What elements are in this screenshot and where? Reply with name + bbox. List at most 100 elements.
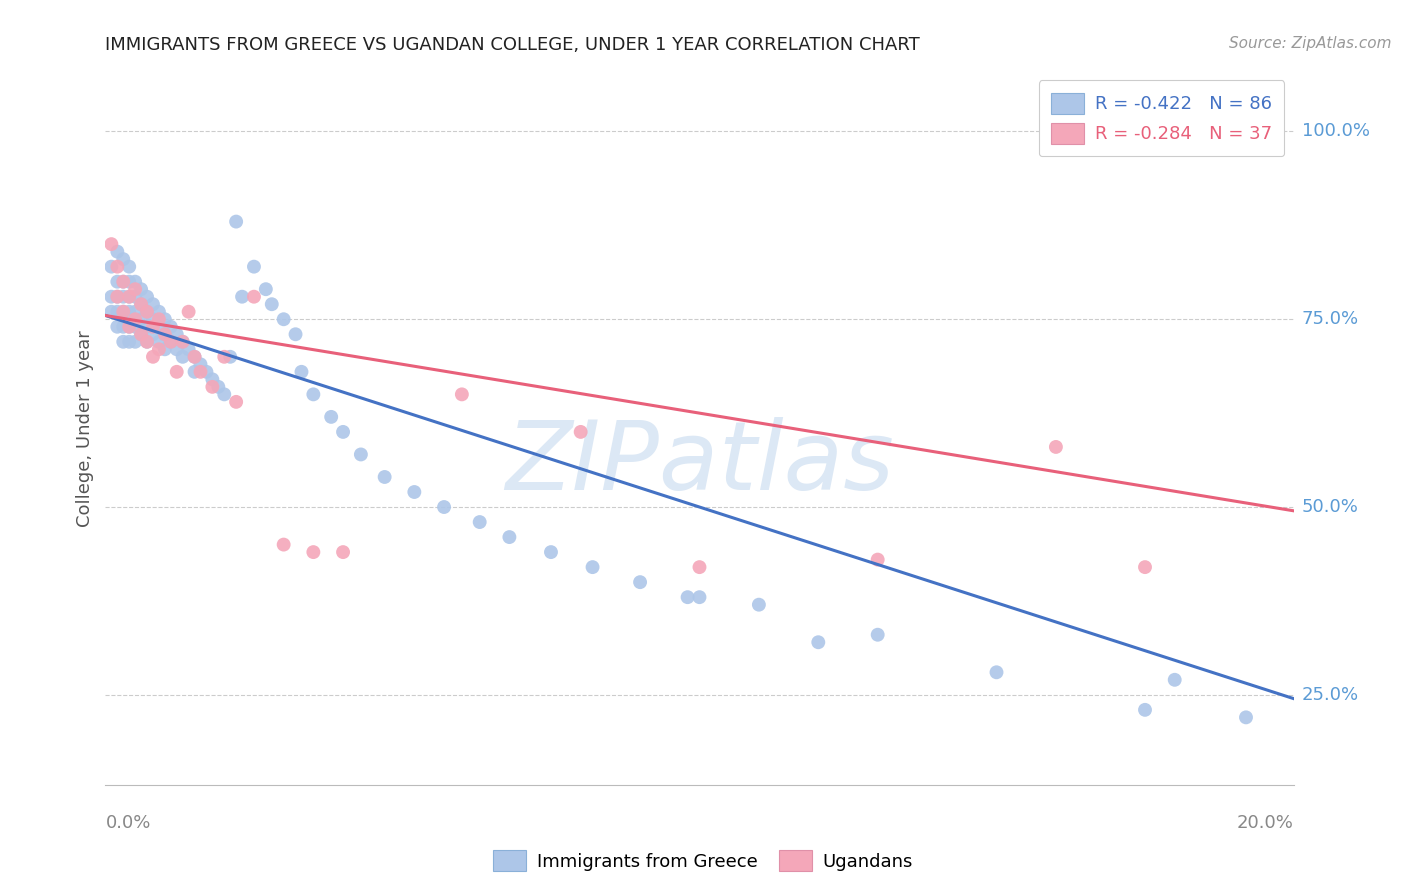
Point [118,304,141,318]
Point [124,275,146,289]
Point [450,387,472,401]
Point [243,260,266,274]
Point [118,290,141,304]
Point [136,290,159,304]
Point [159,334,181,349]
Point [350,447,373,461]
Point [1164,673,1187,687]
Point [1133,560,1156,574]
Point [118,275,141,289]
Point [183,365,205,379]
Point [321,409,343,424]
Point [118,290,141,304]
Point [112,290,135,304]
Point [866,628,889,642]
Point [254,282,277,296]
Point [1133,703,1156,717]
Text: Source: ZipAtlas.com: Source: ZipAtlas.com [1229,36,1392,51]
Point [124,334,146,349]
Point [159,334,181,349]
Point [1045,440,1067,454]
Point [142,297,165,311]
Point [136,334,159,349]
Point [260,297,283,311]
Point [148,334,170,349]
Point [118,319,141,334]
Point [177,304,200,318]
Point [148,304,170,318]
Text: 25.0%: 25.0% [1302,686,1360,704]
Point [153,312,176,326]
Point [112,275,135,289]
Point [124,282,146,296]
Point [148,319,170,334]
Point [118,260,141,274]
Point [498,530,520,544]
Point [219,350,242,364]
Point [100,260,122,274]
Point [136,319,159,334]
Point [153,327,176,342]
Point [302,545,325,559]
Point [124,319,146,334]
Point [105,275,128,289]
Point [136,304,159,318]
Point [190,365,212,379]
Point [290,365,312,379]
Point [129,282,152,296]
Point [284,327,307,342]
Point [190,357,212,371]
Point [105,290,128,304]
Point [207,380,229,394]
Point [124,290,146,304]
Point [404,485,426,500]
Point [142,350,165,364]
Text: 100.0%: 100.0% [1302,122,1369,140]
Point [105,304,128,318]
Point [433,500,456,514]
Point [112,304,135,318]
Point [136,334,159,349]
Point [332,545,354,559]
Point [129,327,152,342]
Point [112,304,135,318]
Point [225,214,247,228]
Point [142,312,165,326]
Point [540,545,562,559]
Point [124,304,146,318]
Point [112,275,135,289]
Point [177,343,200,357]
Text: 75.0%: 75.0% [1302,310,1360,328]
Point [166,327,188,342]
Point [172,334,194,349]
Point [129,327,152,342]
Point [112,252,135,267]
Point [105,260,128,274]
Point [183,350,205,364]
Point [201,372,224,386]
Point [118,334,141,349]
Point [866,552,889,566]
Y-axis label: College, Under 1 year: College, Under 1 year [76,330,94,526]
Point [100,290,122,304]
Point [273,312,295,326]
Point [142,319,165,334]
Point [172,350,194,364]
Point [100,237,122,252]
Point [136,304,159,318]
Point [118,319,141,334]
Point [374,470,396,484]
Text: ZIPatlas: ZIPatlas [505,417,894,510]
Point [986,665,1008,680]
Point [112,334,135,349]
Point [214,350,236,364]
Point [302,387,325,401]
Point [172,334,194,349]
Legend: R = -0.422   N = 86, R = -0.284   N = 37: R = -0.422 N = 86, R = -0.284 N = 37 [1039,80,1285,156]
Point [676,590,699,604]
Point [689,560,711,574]
Point [225,395,247,409]
Point [129,297,152,311]
Point [243,290,266,304]
Point [468,515,491,529]
